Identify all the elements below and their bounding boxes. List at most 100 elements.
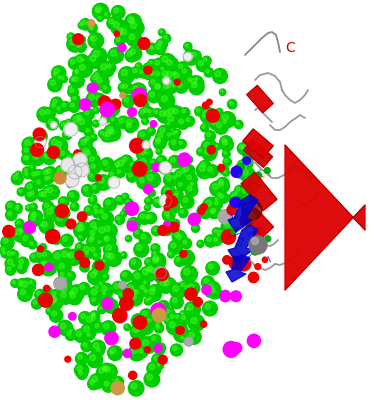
Circle shape [70,114,86,129]
Circle shape [157,108,172,123]
Circle shape [153,58,165,71]
Circle shape [133,316,147,329]
Circle shape [47,146,60,158]
Circle shape [166,187,174,196]
Circle shape [144,266,154,276]
Circle shape [60,121,69,131]
Circle shape [101,130,113,142]
Circle shape [202,115,205,118]
Circle shape [163,307,175,318]
Circle shape [172,298,177,303]
Circle shape [224,215,233,224]
Circle shape [6,201,17,212]
Circle shape [177,181,187,191]
Circle shape [142,106,153,117]
Circle shape [30,203,37,211]
Circle shape [16,205,19,208]
Circle shape [134,242,149,257]
Circle shape [83,148,96,161]
Circle shape [119,118,124,123]
Circle shape [134,94,146,106]
Circle shape [214,229,217,232]
Circle shape [93,50,100,57]
Circle shape [133,290,136,294]
Circle shape [92,76,97,80]
Circle shape [146,198,149,202]
Circle shape [164,188,169,193]
Circle shape [11,173,23,185]
Circle shape [108,253,114,259]
Circle shape [113,308,127,323]
Circle shape [119,312,122,314]
Circle shape [170,106,184,120]
Circle shape [85,252,88,254]
Circle shape [196,58,210,72]
Circle shape [185,286,189,290]
Circle shape [186,330,201,344]
Circle shape [229,101,233,105]
Circle shape [25,156,29,160]
Circle shape [130,138,144,153]
Circle shape [35,290,46,300]
Circle shape [93,322,103,332]
Circle shape [68,101,80,112]
Circle shape [87,84,97,93]
Circle shape [141,110,145,114]
Circle shape [183,166,188,172]
Circle shape [164,211,169,216]
Circle shape [246,187,253,194]
Circle shape [39,244,46,251]
Circle shape [105,62,116,73]
Circle shape [159,54,175,70]
Circle shape [49,309,63,322]
Circle shape [171,344,183,356]
Circle shape [44,203,49,208]
Circle shape [173,109,178,114]
Circle shape [173,286,179,292]
Circle shape [110,172,114,176]
Circle shape [161,163,166,168]
Circle shape [28,210,43,224]
Circle shape [144,297,152,305]
Circle shape [54,253,60,259]
Circle shape [123,349,132,358]
Circle shape [49,326,60,337]
Circle shape [215,144,221,150]
Circle shape [102,223,117,238]
Circle shape [152,81,167,96]
Circle shape [213,200,222,209]
Circle shape [27,192,31,196]
Circle shape [49,136,65,152]
Circle shape [182,69,186,73]
Circle shape [167,122,169,125]
Circle shape [164,227,171,233]
Circle shape [98,208,108,218]
Circle shape [29,164,36,171]
Circle shape [152,226,161,236]
Circle shape [139,232,151,245]
Circle shape [229,193,243,207]
Circle shape [204,235,217,247]
Circle shape [106,127,113,133]
Circle shape [88,23,97,32]
Circle shape [151,286,155,291]
Circle shape [94,210,98,213]
Circle shape [130,22,136,29]
Circle shape [125,282,140,298]
Circle shape [58,76,61,79]
Circle shape [79,312,91,324]
Circle shape [44,167,57,179]
Circle shape [170,296,183,309]
Circle shape [96,264,100,268]
Circle shape [75,42,83,50]
Circle shape [18,287,32,302]
Circle shape [39,222,47,230]
Circle shape [102,291,109,298]
Circle shape [96,8,100,13]
Circle shape [79,371,83,375]
Circle shape [89,94,94,100]
Circle shape [171,219,180,228]
Circle shape [146,43,157,54]
Circle shape [176,258,180,262]
Circle shape [123,194,125,197]
